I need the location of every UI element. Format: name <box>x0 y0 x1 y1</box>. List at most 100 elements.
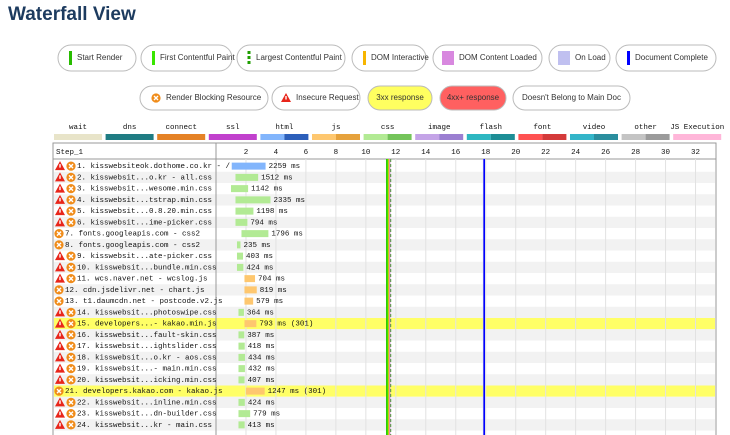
row-background <box>54 340 715 352</box>
x-tick-label: 20 <box>511 149 521 157</box>
step-label: Step_1 <box>56 149 84 157</box>
request-label: 8. fonts.googleapis.com - css2 <box>65 242 200 250</box>
blocking-icon-mark <box>68 332 74 338</box>
resource-type-label: image <box>428 124 451 132</box>
x-tick-label: 26 <box>601 149 611 157</box>
insecure-icon-mark <box>59 321 61 326</box>
milestone-swatch <box>69 51 72 65</box>
row-background <box>54 351 715 363</box>
page-title: Waterfall View <box>8 4 136 25</box>
insecure-icon-mark <box>59 220 61 224</box>
row-background <box>54 205 715 217</box>
blocking-icon-mark <box>56 298 62 304</box>
duration-label: 424 ms <box>246 264 273 272</box>
request-label: 17. kisswebsit...ightslider.css <box>77 343 217 351</box>
flag-label: 3xx response <box>376 93 424 102</box>
resource-type-label: video <box>583 124 606 132</box>
milestone-label: Start Render <box>77 53 123 62</box>
milestone-pill <box>432 44 543 72</box>
row-background <box>54 273 715 285</box>
request-label: 12. cdn.jsdelivr.net - chart.js <box>65 287 205 295</box>
milestone-swatch <box>152 51 155 65</box>
flag-label: 4xx+ response <box>447 93 500 102</box>
request-bar <box>235 173 259 181</box>
blocking-icon-mark <box>153 95 159 101</box>
milestone-swatch <box>442 51 454 65</box>
blocking-icon-mark <box>68 399 74 405</box>
resource-type-swatch <box>673 134 722 140</box>
x-tick-label: 12 <box>391 149 400 157</box>
milestone-label: DOM Interactive <box>371 53 429 62</box>
row-background <box>54 385 715 397</box>
row-background <box>54 284 715 296</box>
x-tick-label: 22 <box>541 149 550 157</box>
blocking-icon-mark <box>68 309 74 315</box>
duration-label: 1198 ms <box>256 208 288 216</box>
row-background <box>54 261 715 273</box>
request-label: 11. wcs.naver.net - wcslog.js <box>77 276 208 284</box>
row-background <box>54 160 715 172</box>
blocking-icon-mark <box>68 411 74 417</box>
request-label: 13. t1.daumcdn.net - postcode.v2.js <box>65 298 223 306</box>
flag-pill <box>512 85 631 111</box>
milestone-pill <box>140 44 233 72</box>
duration-label: 403 ms <box>246 253 273 261</box>
request-label: 23. kisswebsit...dn-builder.css <box>77 411 217 419</box>
duration-label: 794 ms <box>250 219 277 227</box>
duration-label: 424 ms <box>248 399 275 407</box>
resource-type-label: ssl <box>226 124 240 132</box>
resource-type-swatch <box>415 134 440 140</box>
request-bar <box>236 263 244 271</box>
resource-type-label: JS Execution <box>670 124 724 132</box>
duration-label: 1247 ms (301) <box>268 388 327 396</box>
resource-type-label: wait <box>69 124 87 132</box>
resource-type-swatch <box>466 134 491 140</box>
milestone-pill <box>615 44 717 72</box>
resource-type-swatch <box>594 134 618 140</box>
resource-type-swatch <box>542 134 567 140</box>
flag-pill <box>367 85 433 111</box>
duration-label: 1142 ms <box>251 186 283 194</box>
x-tick-label: 32 <box>691 149 700 157</box>
insecure-icon-mark <box>59 175 61 179</box>
resource-type-swatch <box>157 134 206 140</box>
resource-type-swatch <box>645 134 670 140</box>
insecure-icon-mark <box>59 411 61 416</box>
request-label: 10. kisswebsit...bundle.min.css <box>77 264 217 272</box>
insecure-icon-mark <box>59 366 61 371</box>
insecure-icon-mark <box>59 355 61 359</box>
request-bar <box>244 275 256 283</box>
request-bar <box>245 387 265 395</box>
request-label: 18. kisswebsit...o.kr - aos.css <box>77 354 217 362</box>
blocking-icon-mark <box>68 253 74 259</box>
request-bar <box>236 252 244 260</box>
duration-label: 434 ms <box>248 354 275 362</box>
x-tick-label: 18 <box>481 149 490 157</box>
resource-type-label: flash <box>480 124 503 132</box>
request-label: 19. kisswebsit...- main.min.css <box>77 366 217 374</box>
row-background <box>54 363 715 375</box>
blocking-icon-mark <box>56 287 62 293</box>
request-label: 16. kisswebsit...fault-skin.css <box>77 332 217 340</box>
row-background <box>54 318 715 330</box>
blocking-icon-mark <box>56 231 62 237</box>
request-label: 15. developers...- kakao.min.js <box>77 321 217 329</box>
x-tick-label: 4 <box>274 149 279 157</box>
resource-type-swatch <box>260 134 285 140</box>
insecure-icon-mark <box>59 265 61 269</box>
insecure-icon-mark <box>59 377 61 382</box>
resource-type-label: other <box>634 124 657 132</box>
row-background <box>54 250 715 262</box>
duration-label: 413 ms <box>248 422 275 430</box>
row-background <box>54 396 715 408</box>
duration-label: 407 ms <box>248 377 275 385</box>
request-bar <box>238 376 245 384</box>
request-bar <box>238 308 244 316</box>
x-tick-label: 30 <box>661 149 671 157</box>
row-background <box>54 419 715 431</box>
resource-type-swatch <box>312 134 336 140</box>
x-tick-label: 14 <box>421 149 431 157</box>
row-background <box>54 216 715 228</box>
